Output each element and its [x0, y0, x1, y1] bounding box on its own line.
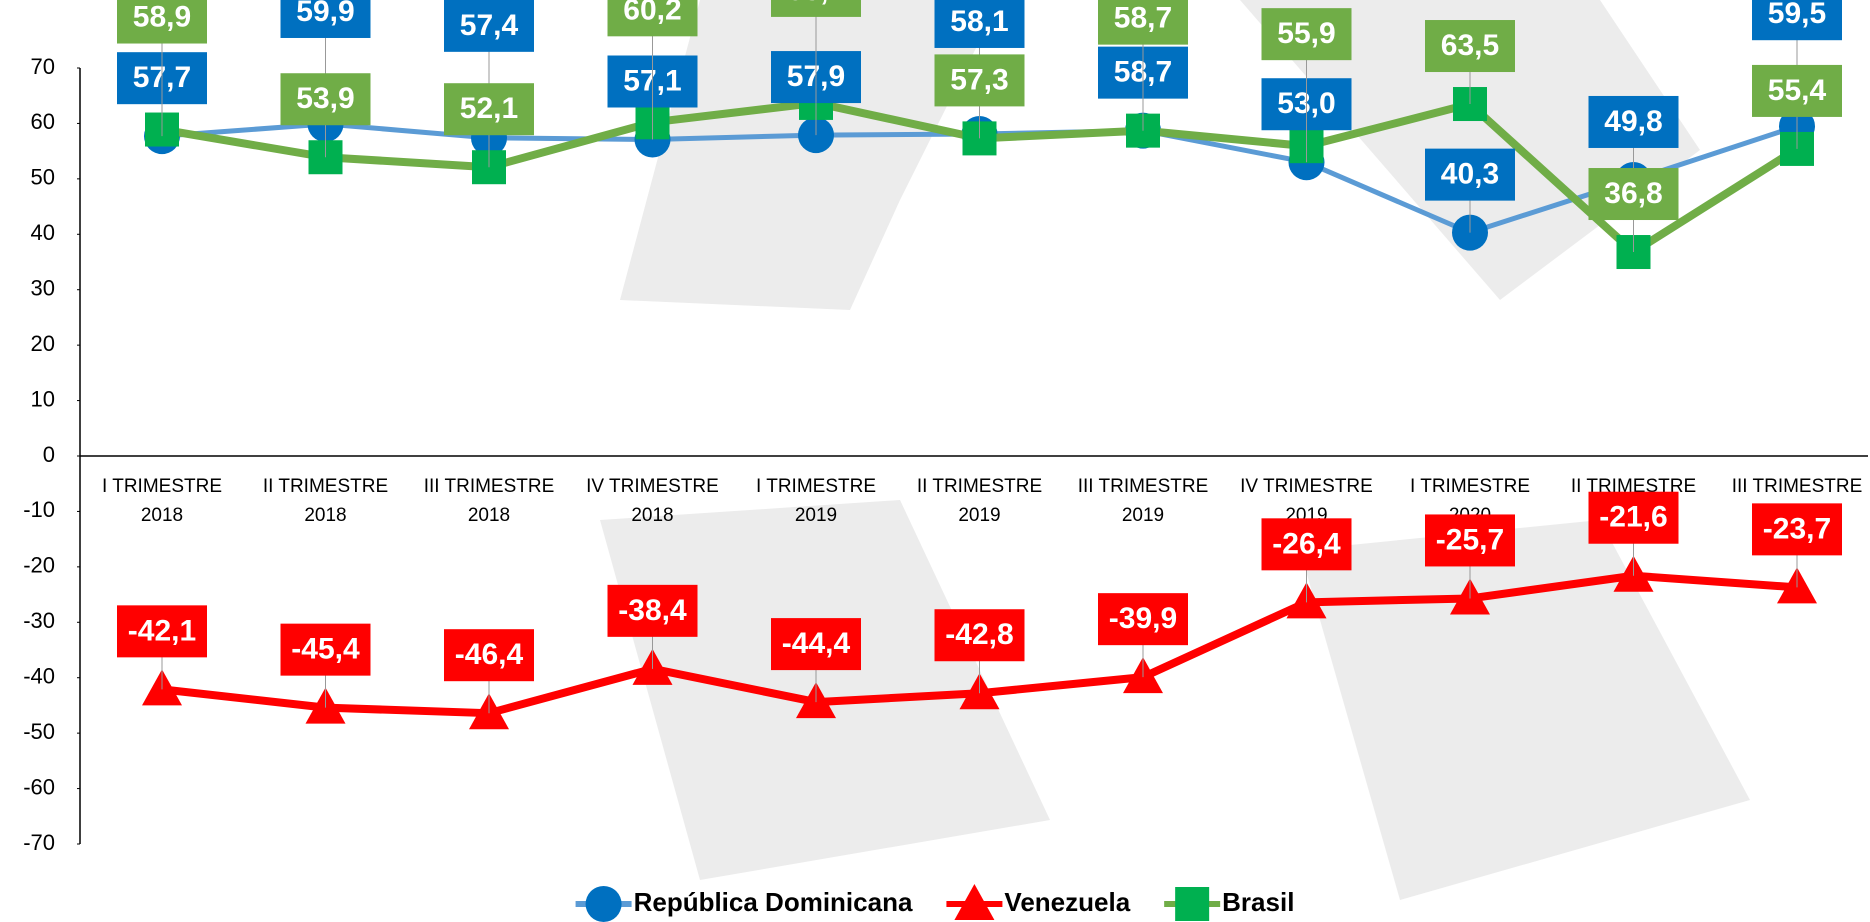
label-box — [1752, 503, 1842, 556]
legend-label: Venezuela — [1004, 887, 1130, 917]
y-tick-label: -60 — [23, 774, 55, 799]
label-box — [444, 0, 534, 52]
data-label: -26,4 — [1272, 527, 1341, 560]
data-labels: 57,759,9 57,457,1 57,958,158,753,040,349,8… — [117, 0, 1842, 714]
data-label: -45,4 — [291, 633, 360, 666]
data-label: 40,3 — [1441, 158, 1499, 191]
label-box — [934, 54, 1025, 107]
x-tick-label: 2019 — [1122, 505, 1164, 526]
label-box — [1425, 514, 1515, 567]
y-tick-label: 60 — [31, 109, 55, 134]
data-label: -21,6 — [1599, 501, 1667, 534]
label-box — [1261, 518, 1352, 571]
label-box — [607, 584, 698, 637]
y-tick-label: -50 — [23, 719, 55, 744]
data-label: 57,3 — [950, 63, 1008, 96]
x-tick-label: I TRIMESTRE — [1410, 476, 1530, 497]
y-tick-label: -40 — [23, 664, 55, 689]
x-tick-label: 2019 — [795, 505, 837, 526]
x-tick-label: II TRIMESTRE — [263, 476, 388, 497]
label-box — [1098, 0, 1188, 45]
x-tick-label: III TRIMESTRE — [424, 476, 555, 497]
y-tick-label: -10 — [23, 497, 55, 522]
data-label: -23,7 — [1763, 512, 1831, 545]
y-tick-label: 40 — [31, 220, 55, 245]
data-label: -39,9 — [1109, 602, 1177, 635]
data-label: 59,9 — [296, 0, 354, 28]
x-tick-label: III TRIMESTRE — [1732, 476, 1863, 497]
data-label: -42,1 — [128, 614, 196, 647]
marker — [1175, 887, 1210, 921]
label-box — [771, 618, 861, 671]
y-tick-label: 0 — [43, 442, 55, 467]
label-box — [444, 83, 534, 136]
data-label: -38,4 — [618, 594, 687, 627]
x-tick-label: 2019 — [958, 505, 1000, 526]
data-label: -42,8 — [945, 618, 1013, 651]
x-tick-label: I TRIMESTRE — [756, 476, 876, 497]
data-label: 53,9 — [296, 82, 354, 115]
y-tick-label: 50 — [31, 165, 55, 190]
marker — [954, 884, 995, 920]
legend: República Dominicana Venezuela Brasil — [575, 884, 1294, 922]
x-tick-label: II TRIMESTRE — [917, 476, 1042, 497]
x-tick-label: 2018 — [304, 505, 346, 526]
x-tick-label: 2018 — [468, 505, 510, 526]
y-tick-label: -70 — [23, 830, 55, 855]
data-label: 49,8 — [1604, 105, 1662, 138]
data-label: -46,4 — [455, 638, 524, 671]
data-label: 55,4 — [1768, 74, 1827, 107]
x-tick-label: IV TRIMESTRE — [586, 476, 719, 497]
x-tick-label: III TRIMESTRE — [1078, 476, 1209, 497]
x-tick-label: I TRIMESTRE — [102, 476, 222, 497]
label-box — [607, 0, 698, 37]
data-label: 57,4 — [460, 9, 519, 42]
marker — [585, 886, 622, 922]
label-box — [280, 0, 371, 38]
data-label: 55,9 — [1277, 17, 1335, 50]
watermark — [600, 0, 1750, 900]
label-box — [1752, 0, 1842, 41]
label-box — [1425, 20, 1515, 73]
data-label: -44,4 — [782, 627, 851, 660]
label-box — [771, 0, 861, 17]
data-label: -25,7 — [1436, 523, 1504, 556]
x-tick-label: IV TRIMESTRE — [1240, 476, 1373, 497]
data-label: 58,7 — [1114, 2, 1172, 35]
data-label: 52,1 — [460, 92, 518, 125]
label-box — [1752, 64, 1842, 117]
y-tick-label: 30 — [31, 276, 55, 301]
label-box — [117, 0, 207, 44]
label-box — [1588, 168, 1679, 221]
y-tick-label: -20 — [23, 553, 55, 578]
data-label: 58,9 — [133, 0, 191, 33]
data-label: 58,1 — [950, 5, 1008, 38]
label-box — [1588, 95, 1679, 148]
label-box — [117, 605, 207, 658]
label-box — [1098, 593, 1188, 646]
x-tick-label: 2018 — [141, 505, 183, 526]
data-label: 60,2 — [623, 0, 681, 26]
legend-label: República Dominicana — [634, 887, 913, 917]
label-box — [934, 609, 1025, 662]
y-tick-label: 70 — [31, 54, 55, 79]
data-label: 36,8 — [1604, 177, 1662, 210]
y-tick-label: 10 — [31, 386, 55, 411]
x-tick-label: 2018 — [631, 505, 673, 526]
data-label: 63,7 — [787, 0, 845, 7]
legend-label: Brasil — [1222, 887, 1294, 917]
y-tick-label: -30 — [23, 608, 55, 633]
label-box — [1588, 491, 1679, 544]
data-label: 59,5 — [1768, 0, 1826, 30]
label-box — [280, 73, 371, 126]
label-box — [1261, 8, 1352, 61]
label-box — [444, 629, 534, 682]
label-box — [934, 0, 1025, 48]
label-box — [1425, 148, 1515, 201]
y-tick-label: 20 — [31, 331, 55, 356]
label-box — [280, 623, 371, 676]
data-label: 63,5 — [1441, 29, 1499, 62]
